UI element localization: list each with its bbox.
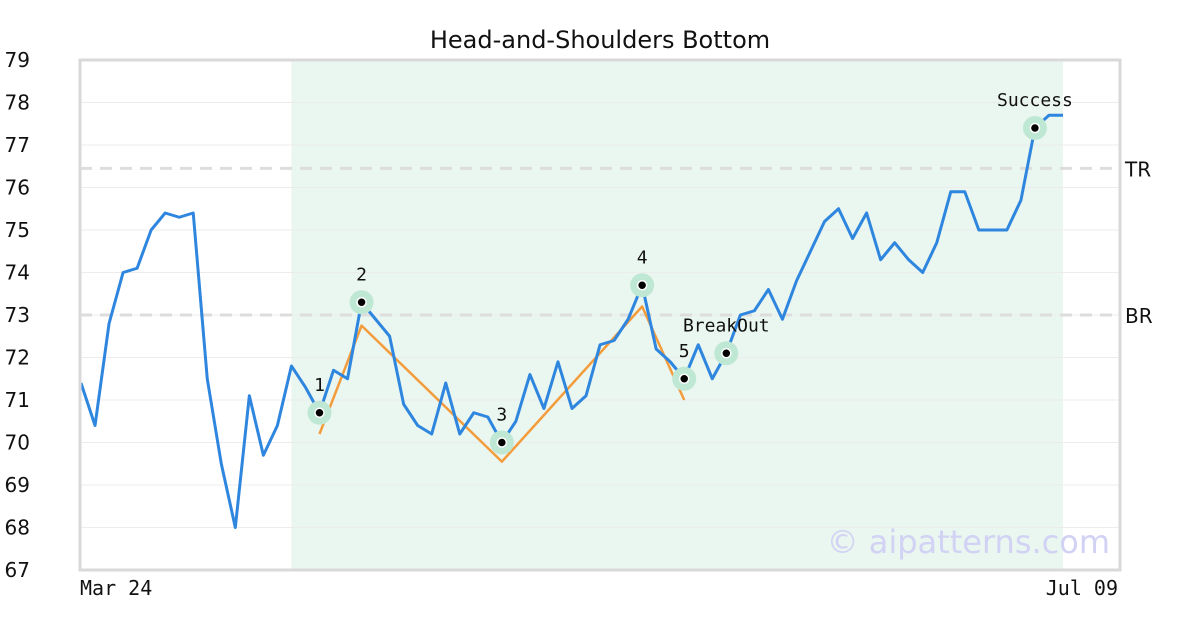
- y-tick-label: 69: [5, 473, 30, 497]
- y-tick-label: 78: [5, 91, 30, 115]
- marker-label: Success: [997, 90, 1073, 111]
- y-tick-label: 71: [5, 388, 30, 412]
- y-tick-label: 73: [5, 303, 30, 327]
- level-label: TR: [1124, 157, 1151, 181]
- y-tick-label: 68: [5, 516, 30, 540]
- chart-title: Head-and-Shoulders Bottom: [430, 26, 770, 54]
- marker-label: 5: [679, 341, 690, 362]
- level-label: BR: [1125, 304, 1153, 328]
- marker-point: [356, 297, 367, 308]
- y-tick-label: 67: [5, 558, 30, 582]
- marker-point: [314, 407, 325, 418]
- x-tick-label: Mar 24: [80, 576, 152, 600]
- y-tick-label: 77: [5, 133, 30, 157]
- y-tick-label: 75: [5, 218, 30, 242]
- y-tick-label: 70: [5, 431, 30, 455]
- marker-label: BreakOut: [683, 315, 770, 336]
- y-tick-label: 79: [5, 48, 30, 72]
- marker-point: [721, 348, 732, 359]
- marker-label: 2: [356, 264, 367, 285]
- marker-point: [496, 437, 508, 448]
- pattern-line: [318, 305, 686, 463]
- marker-label: 4: [637, 247, 648, 268]
- marker-point: [678, 373, 690, 384]
- y-tick-label: 76: [5, 176, 30, 200]
- marker-label: 3: [496, 405, 507, 426]
- price-line: [79, 113, 1063, 529]
- x-tick-label: Jul 09: [1046, 576, 1118, 600]
- watermark: © aipatterns.com: [827, 523, 1110, 561]
- y-tick-label: 72: [5, 346, 30, 370]
- plot-frame: [78, 58, 1122, 572]
- y-tick-label: 74: [5, 261, 30, 285]
- marker-label: 1: [314, 375, 325, 396]
- marker-point: [1029, 122, 1041, 134]
- marker-point: [636, 280, 648, 291]
